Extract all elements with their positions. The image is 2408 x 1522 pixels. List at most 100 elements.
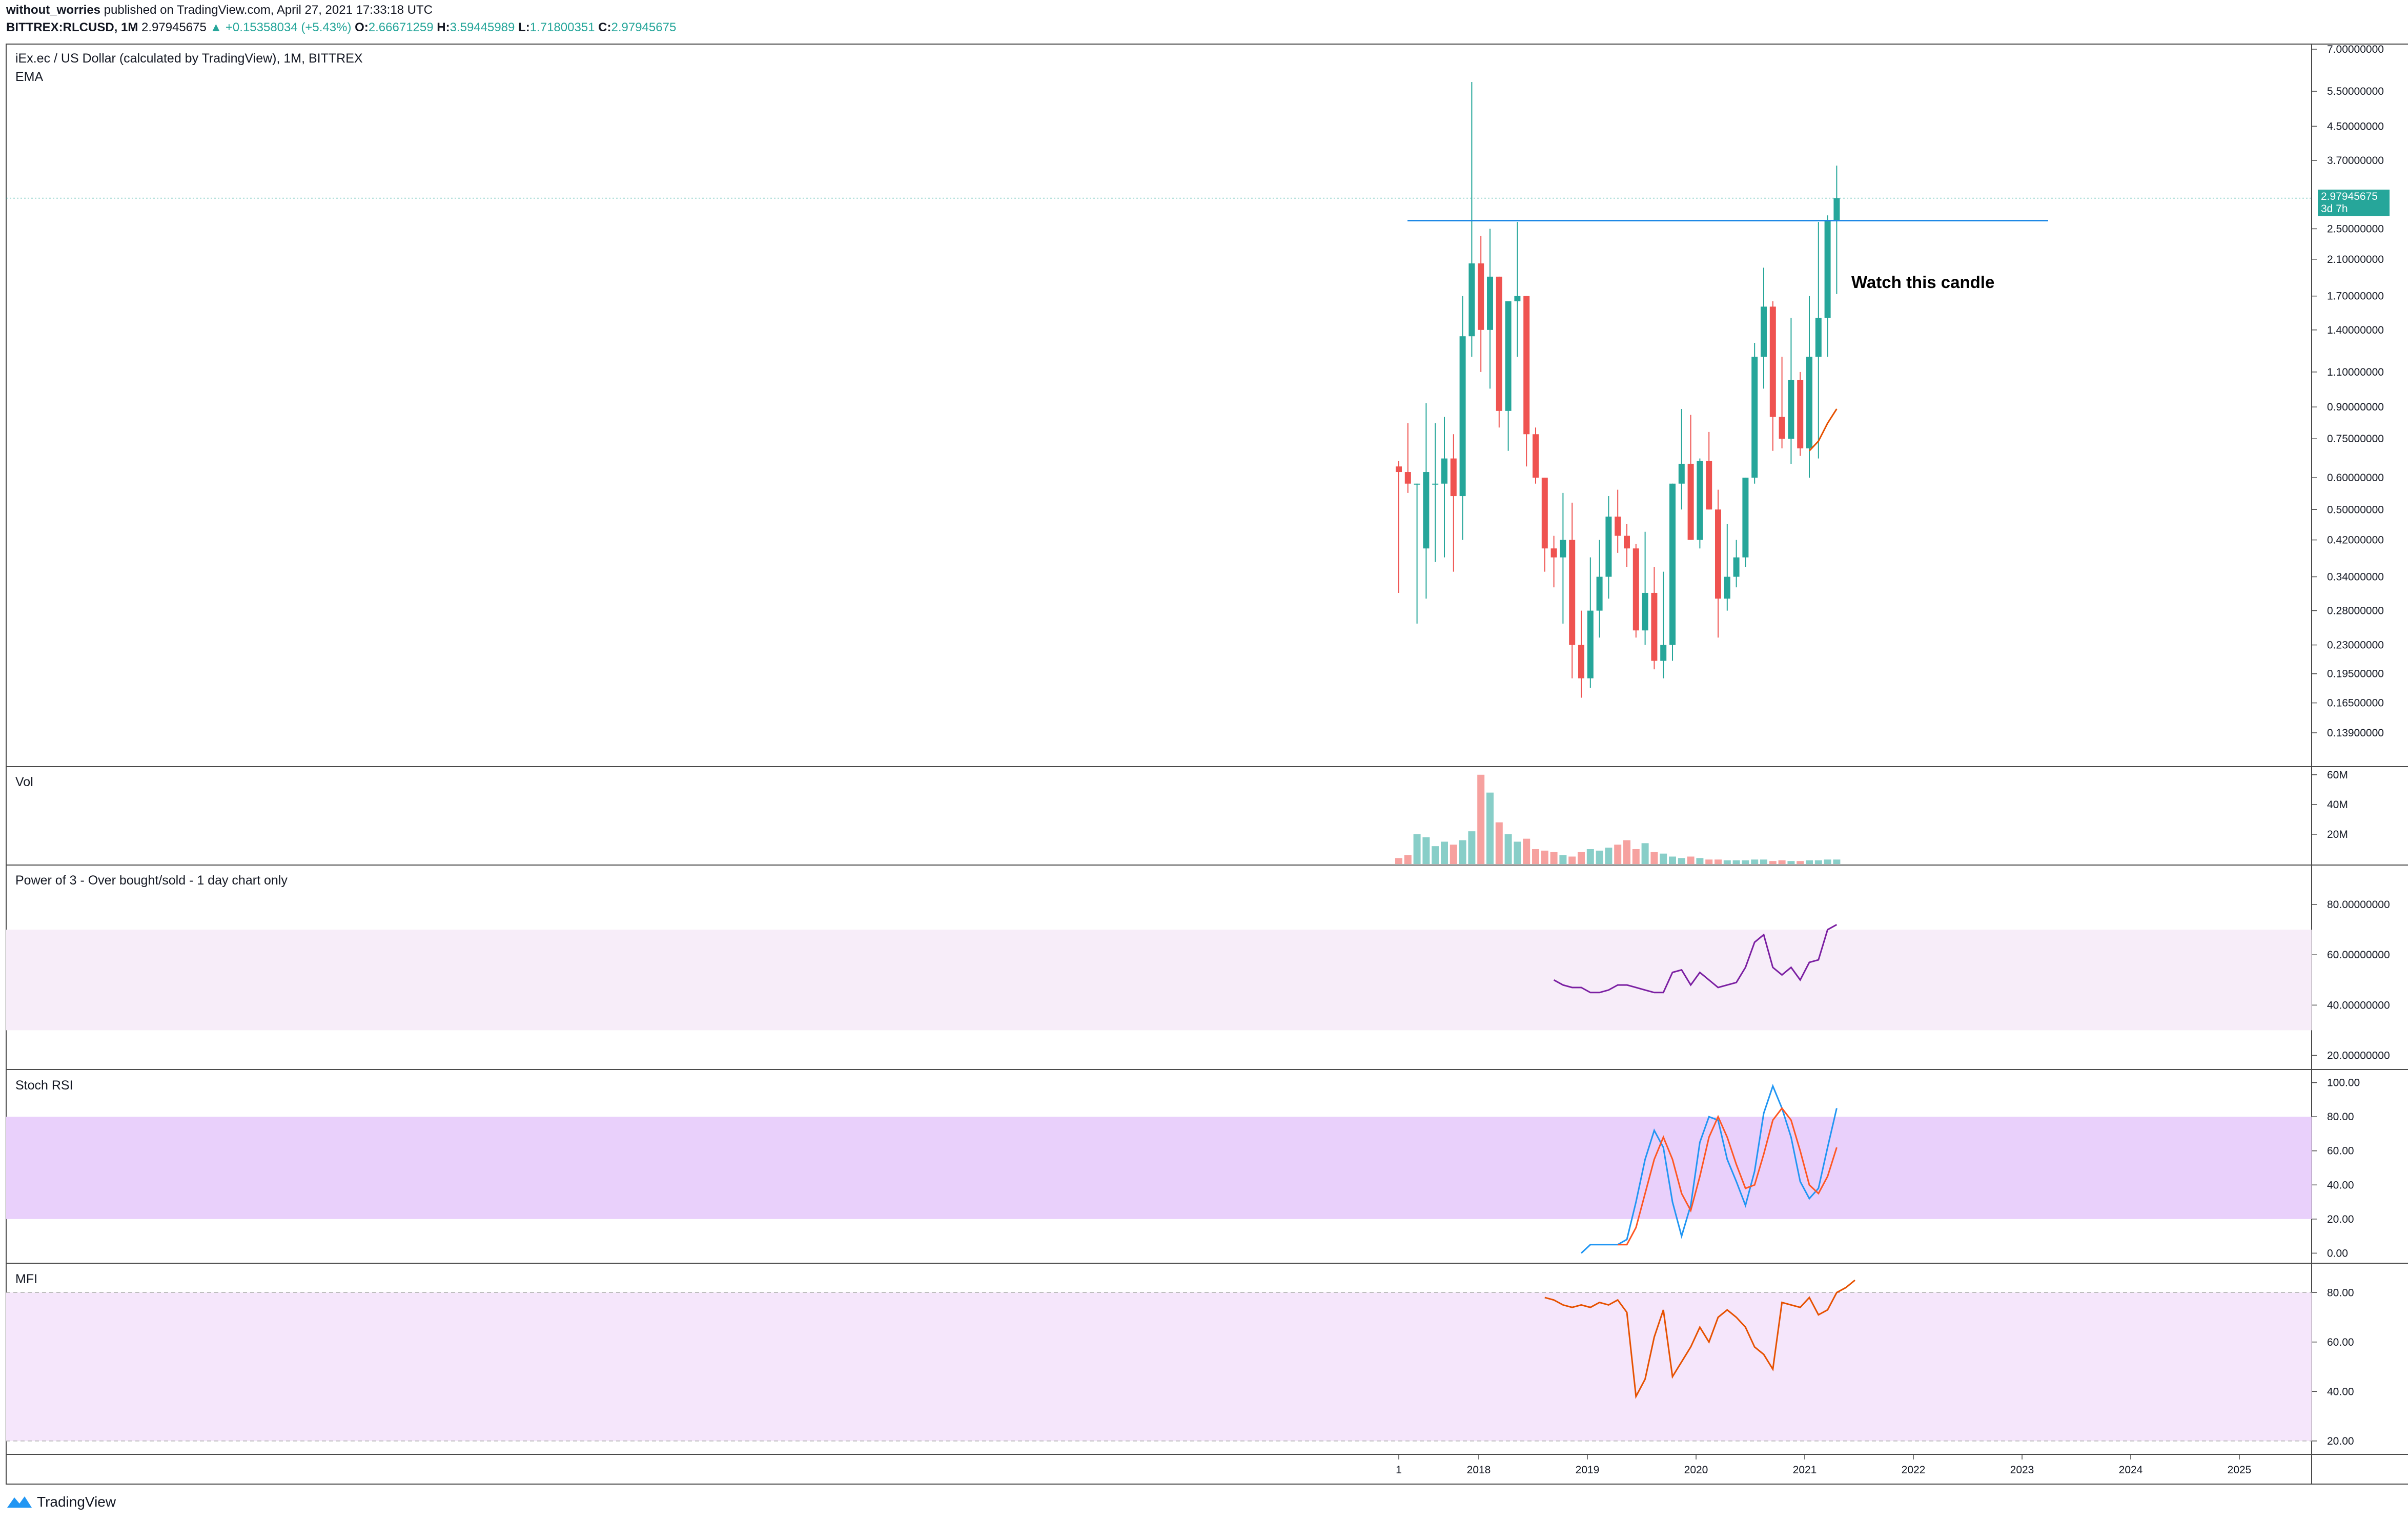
volume-bar bbox=[1797, 861, 1804, 864]
close-label: C: bbox=[598, 20, 611, 34]
price-tick-label: 3.70000000 bbox=[2327, 155, 2384, 167]
price-tick-label: 0.90000000 bbox=[2327, 401, 2384, 413]
volume-bar bbox=[1760, 859, 1767, 864]
power3-tick-label: 60.00000000 bbox=[2327, 949, 2390, 961]
volume-bar bbox=[1641, 843, 1649, 864]
stoch-rsi-label[interactable]: Stoch RSI bbox=[15, 1078, 73, 1093]
high-label: H: bbox=[437, 20, 450, 34]
last-price-tag: 2.97945675 3d 7h bbox=[2318, 190, 2390, 216]
candle-body bbox=[1624, 536, 1630, 549]
candle-body bbox=[1496, 276, 1502, 411]
stoch-tick-label: 40.00 bbox=[2327, 1179, 2354, 1191]
price-tick-label: 0.23000000 bbox=[2327, 640, 2384, 651]
publisher-name[interactable]: without_worries bbox=[6, 3, 101, 17]
volume-bar bbox=[1778, 860, 1786, 864]
time-tick-label: 2022 bbox=[1902, 1464, 1926, 1476]
volume-tick-label: 20M bbox=[2327, 829, 2348, 840]
mfi-line bbox=[1544, 1279, 1855, 1400]
volume-bar bbox=[1705, 859, 1713, 864]
candle-body bbox=[1706, 461, 1712, 510]
power3-label[interactable]: Power of 3 - Over bought/sold - 1 day ch… bbox=[15, 873, 288, 888]
candle-body bbox=[1432, 483, 1439, 485]
close-value: 2.97945675 bbox=[611, 20, 677, 34]
volume-bar bbox=[1432, 846, 1439, 864]
symbol-label: BITTREX:RLCUSD, 1M bbox=[6, 20, 138, 34]
time-tick-label: 2023 bbox=[2010, 1464, 2034, 1476]
candle-body bbox=[1569, 540, 1576, 645]
volume-bar bbox=[1413, 834, 1421, 864]
ema-label[interactable]: EMA bbox=[15, 70, 44, 84]
mfi-tick-label: 40.00 bbox=[2327, 1386, 2354, 1397]
last-price: 2.97945675 bbox=[141, 20, 207, 34]
annotation-text: Watch this candle bbox=[1851, 273, 1995, 292]
ema-line bbox=[1808, 408, 1838, 451]
volume-bar bbox=[1468, 831, 1476, 864]
time-tick-label: 1 bbox=[1396, 1464, 1402, 1476]
volume-bar bbox=[1614, 845, 1622, 864]
chart-frame bbox=[6, 44, 2408, 1485]
candle-body bbox=[1596, 577, 1603, 611]
candle-body bbox=[1632, 548, 1639, 631]
candle-body bbox=[1605, 517, 1612, 577]
mfi-label[interactable]: MFI bbox=[15, 1272, 38, 1286]
vol-label[interactable]: Vol bbox=[15, 775, 33, 789]
power3-tick-label: 20.00000000 bbox=[2327, 1050, 2390, 1061]
volume-bar bbox=[1650, 852, 1658, 864]
time-tick-label: 2018 bbox=[1467, 1464, 1491, 1476]
footer-brand[interactable]: TradingView bbox=[6, 1494, 116, 1510]
open-value: 2.66671259 bbox=[368, 20, 434, 34]
open-label: O: bbox=[355, 20, 369, 34]
price-tick-label: 1.70000000 bbox=[2327, 291, 2384, 302]
volume-bar bbox=[1486, 792, 1494, 864]
candle-body bbox=[1815, 318, 1822, 357]
candle-body bbox=[1779, 417, 1785, 439]
candle-body bbox=[1797, 380, 1804, 448]
volume-bar bbox=[1715, 859, 1722, 864]
volume-bar bbox=[1514, 841, 1521, 864]
candle-body bbox=[1642, 592, 1648, 631]
price-tick-label: 0.42000000 bbox=[2327, 534, 2384, 546]
candle-body bbox=[1550, 548, 1557, 558]
high-value: 3.59445989 bbox=[450, 20, 515, 34]
candle-body bbox=[1441, 458, 1447, 484]
price-pane bbox=[6, 82, 2312, 698]
candle-body bbox=[1788, 380, 1794, 439]
candle-body bbox=[1468, 263, 1475, 337]
volume-bar bbox=[1632, 849, 1640, 864]
candle-body bbox=[1824, 220, 1831, 318]
price-tick-label: 0.75000000 bbox=[2327, 433, 2384, 445]
candle-body bbox=[1833, 198, 1840, 221]
candle-body bbox=[1487, 276, 1493, 330]
price-tick-label: 7.00000000 bbox=[2327, 44, 2384, 55]
candle-body bbox=[1478, 263, 1484, 330]
price-tick-label: 0.19500000 bbox=[2327, 668, 2384, 680]
power3-tick-label: 40.00000000 bbox=[2327, 999, 2390, 1011]
candle-body bbox=[1587, 610, 1594, 678]
publish-line: without_worries published on TradingView… bbox=[6, 3, 433, 17]
volume-bar bbox=[1623, 840, 1630, 864]
candle-body bbox=[1414, 483, 1420, 485]
candle-body bbox=[1687, 463, 1694, 540]
volume-bar bbox=[1787, 861, 1795, 864]
price-tag-countdown: 3d 7h bbox=[2321, 203, 2348, 215]
main-pane-title: iEx.ec / US Dollar (calculated by Tradin… bbox=[15, 51, 363, 66]
volume-bar bbox=[1495, 822, 1503, 864]
stoch-line bbox=[1580, 1083, 1838, 1254]
volume-bar bbox=[1814, 860, 1822, 864]
time-tick-label: 2021 bbox=[1793, 1464, 1817, 1476]
price-tick-label: 1.40000000 bbox=[2327, 324, 2384, 336]
volume-bar bbox=[1806, 860, 1813, 864]
volume-bar bbox=[1550, 852, 1558, 864]
stoch-tick-label: 0.00 bbox=[2327, 1247, 2348, 1259]
candle-body bbox=[1514, 296, 1521, 301]
price-tick-label: 5.50000000 bbox=[2327, 86, 2384, 97]
volume-pane bbox=[1395, 774, 1841, 864]
volume-bar bbox=[1404, 855, 1412, 864]
volume-bar bbox=[1441, 841, 1448, 864]
price-tick-label: 4.50000000 bbox=[2327, 120, 2384, 132]
candle-body bbox=[1541, 478, 1548, 549]
price-tick-label: 0.60000000 bbox=[2327, 472, 2384, 484]
price-tick-label: 1.10000000 bbox=[2327, 366, 2384, 378]
candle-body bbox=[1404, 472, 1411, 484]
volume-bar bbox=[1459, 840, 1466, 864]
